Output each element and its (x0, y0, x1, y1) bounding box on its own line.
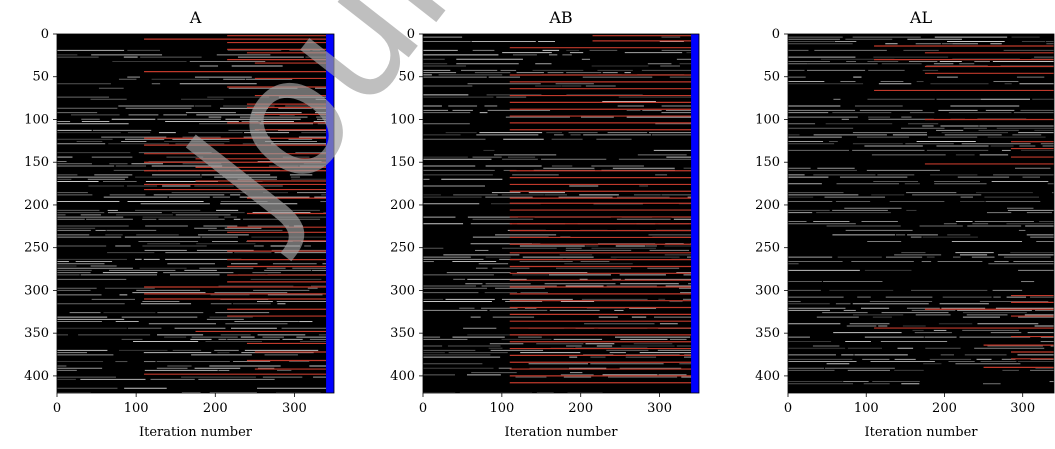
axes-frame (422, 33, 700, 394)
x-axis-label: Iteration number (139, 425, 253, 440)
y-tick-label: 300 (755, 283, 780, 298)
y-tick-label: 200 (390, 198, 415, 213)
y-tick-label: 150 (390, 155, 415, 170)
y-tick-label: 200 (24, 198, 49, 213)
trace-layer (788, 36, 1054, 385)
x-tick-label: 100 (854, 401, 879, 416)
y-tick-label: 400 (755, 369, 780, 384)
panel-a: 0 50 100 150 200 250 300 350 400 0 100 200 300 A Itera… (24, 8, 335, 440)
x-tick-label: 200 (932, 401, 957, 416)
y-tick-label: 250 (390, 241, 415, 256)
y-tick-label: 150 (755, 155, 780, 170)
y-tick-label: 350 (24, 326, 49, 341)
y-tick-label: 300 (390, 283, 415, 298)
x-tick-label: 0 (419, 401, 427, 416)
pruned-layer (509, 35, 692, 384)
y-tick-label: 50 (32, 70, 49, 85)
panel-title: A (189, 8, 202, 27)
y-tick-label: 350 (755, 326, 780, 341)
pruned-layer (144, 35, 327, 375)
x-tick-label: 300 (1010, 401, 1035, 416)
final-iteration-band (691, 34, 699, 393)
x-tick-label: 100 (124, 401, 149, 416)
heatmap-background (788, 34, 1054, 393)
y-tick-label: 50 (763, 70, 780, 85)
panel-title: AL (909, 8, 933, 27)
axes-frame (56, 33, 335, 394)
panel-title: AB (548, 8, 572, 27)
y-tick-label: 0 (41, 27, 49, 42)
panel-al: 0 50 100 150 200 250 300 350 400 0 100 200 300 AL Iter… (755, 8, 1055, 440)
x-tick-label: 300 (647, 401, 672, 416)
x-axis-label: Iteration number (504, 425, 618, 440)
x-tick-label: 200 (568, 401, 593, 416)
x-tick-label: 300 (282, 401, 307, 416)
y-tick-label: 50 (398, 70, 415, 85)
trace-layer (423, 36, 692, 394)
y-tick-label: 400 (390, 369, 415, 384)
y-tick-label: 100 (24, 112, 49, 127)
y-tick-label: 200 (755, 198, 780, 213)
x-axis-label: Iteration number (864, 425, 978, 440)
x-tick-label: 100 (489, 401, 514, 416)
y-tick-label: 300 (24, 283, 49, 298)
x-tick-label: 0 (53, 401, 61, 416)
y-tick-label: 0 (772, 27, 780, 42)
y-tick-label: 400 (24, 369, 49, 384)
y-tick-label: 100 (390, 112, 415, 127)
y-tick-label: 350 (390, 326, 415, 341)
final-iteration-band (326, 34, 334, 393)
panel-ab: 0 50 100 150 200 250 300 350 400 0 100 200 300 AB Iter… (390, 8, 700, 440)
pruned-layer (874, 45, 1054, 368)
y-tick-label: 150 (24, 155, 49, 170)
axes-frame (787, 33, 1055, 394)
x-tick-label: 0 (784, 401, 792, 416)
x-tick-label: 200 (203, 401, 228, 416)
y-tick-label: 0 (407, 27, 415, 42)
heatmap-background (423, 34, 699, 393)
y-tick-label: 250 (24, 241, 49, 256)
y-tick-label: 250 (755, 241, 780, 256)
y-tick-label: 100 (755, 112, 780, 127)
